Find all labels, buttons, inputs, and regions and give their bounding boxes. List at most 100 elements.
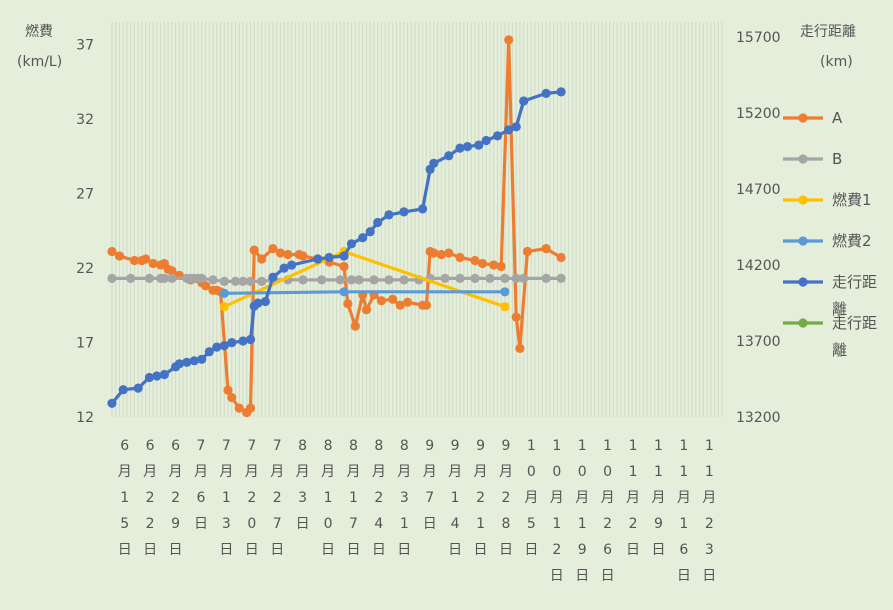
y-right-tick-label: 13700 xyxy=(736,334,781,350)
data-point xyxy=(253,298,263,308)
data-point xyxy=(152,371,162,381)
x-tick-char: 日 xyxy=(321,542,335,558)
x-tick-char: 月 xyxy=(575,490,589,506)
data-point xyxy=(126,273,136,283)
data-point xyxy=(238,276,248,286)
x-tick-char: 9 xyxy=(501,438,510,454)
x-tick-char: 8 xyxy=(501,516,510,532)
legend-swatch-marker xyxy=(798,277,808,287)
x-tick-char: 1 xyxy=(349,490,358,506)
y-right-tick-label: 13200 xyxy=(736,410,781,426)
data-point xyxy=(511,312,521,322)
data-point xyxy=(556,273,566,283)
data-point xyxy=(440,273,450,283)
x-tick-char: 月 xyxy=(346,464,360,480)
x-tick-char: 8 xyxy=(400,438,409,454)
x-tick-char: 4 xyxy=(451,516,460,532)
data-point xyxy=(317,275,327,285)
x-tick-label: 8 月 3 1 日 xyxy=(397,438,411,558)
x-tick-label: 9 月 2 1 日 xyxy=(474,438,488,558)
x-tick-char: 2 xyxy=(603,516,612,532)
data-point xyxy=(159,369,169,380)
x-tick-char: 日 xyxy=(575,568,589,584)
x-tick-char: 日 xyxy=(524,542,538,558)
data-point xyxy=(455,252,465,263)
data-point xyxy=(324,252,334,263)
data-point xyxy=(129,255,140,266)
data-point xyxy=(455,273,465,283)
y-left-tick-label: 27 xyxy=(76,186,94,202)
x-tick-char: 月 xyxy=(143,464,157,480)
x-tick-char: 2 xyxy=(171,490,180,506)
data-point xyxy=(339,251,349,261)
x-tick-char: 0 xyxy=(247,516,256,532)
y-right-tick-label: 15200 xyxy=(736,106,781,122)
data-point xyxy=(462,142,473,152)
x-tick-char: 月 xyxy=(296,464,310,480)
x-tick-char: 1 xyxy=(578,438,587,454)
x-tick-char: 9 xyxy=(171,516,180,532)
y-right-tick-label: 14700 xyxy=(736,182,781,198)
x-tick-char: 月 xyxy=(702,490,716,506)
data-point xyxy=(275,248,285,258)
x-tick-label: 1 1 月 1 6 日 xyxy=(677,438,691,584)
x-tick-char: 日 xyxy=(219,542,233,558)
data-point xyxy=(107,398,117,408)
x-tick-char: 日 xyxy=(702,568,716,584)
data-point xyxy=(335,275,345,285)
data-point xyxy=(189,356,199,366)
x-tick-char: 7 xyxy=(196,438,205,454)
x-tick-char: 2 xyxy=(146,490,155,506)
data-point xyxy=(500,302,510,312)
x-tick-label: 7 月 2 7 日 xyxy=(270,438,284,558)
x-tick-char: 1 xyxy=(654,438,663,454)
x-tick-char: 1 xyxy=(527,438,536,454)
legend-label-line: 離 xyxy=(832,300,847,318)
y-left-tick-label: 22 xyxy=(76,261,94,277)
x-tick-char: 1 xyxy=(679,464,688,480)
x-tick-char: 6 xyxy=(146,438,155,454)
x-tick-char: 月 xyxy=(651,490,665,506)
x-tick-char: 2 xyxy=(501,490,510,506)
data-point xyxy=(369,275,379,285)
data-point xyxy=(418,204,428,214)
data-point xyxy=(384,210,394,220)
data-point xyxy=(257,254,267,264)
x-tick-char: 日 xyxy=(270,542,284,558)
x-tick-char: 8 xyxy=(349,438,358,454)
x-tick-char: 月 xyxy=(169,464,183,480)
x-tick-char: 2 xyxy=(146,516,155,532)
x-tick-char: 9 xyxy=(578,542,587,558)
data-point xyxy=(141,254,151,264)
x-tick-char: 1 xyxy=(629,438,638,454)
data-point xyxy=(436,249,446,260)
x-tick-char: 7 xyxy=(247,438,256,454)
y-right-axis-unit: (km) xyxy=(820,54,853,70)
y-right-tick-label: 15700 xyxy=(736,30,781,46)
x-tick-label: 6 月 1 5 日 xyxy=(118,438,132,558)
legend-label-line: 走行距 xyxy=(832,273,877,291)
x-tick-char: 月 xyxy=(474,464,488,480)
x-tick-char: 月 xyxy=(118,464,132,480)
y-left-tick-label: 37 xyxy=(76,37,94,53)
x-tick-char: 1 xyxy=(222,490,231,506)
x-tick-label: 1 0 月 5 日 xyxy=(524,438,538,558)
x-tick-char: 0 xyxy=(603,464,612,480)
x-tick-char: 8 xyxy=(374,438,383,454)
x-tick-label: 9 月 2 8 日 xyxy=(499,438,513,558)
legend-label: B xyxy=(832,150,842,168)
x-tick-char: 1 xyxy=(578,516,587,532)
data-point xyxy=(219,302,229,312)
data-point xyxy=(287,260,297,270)
x-tick-char: 月 xyxy=(448,464,462,480)
x-tick-char: 日 xyxy=(651,542,665,558)
x-tick-char: 2 xyxy=(629,516,638,532)
x-tick-char: 2 xyxy=(374,490,383,506)
data-point xyxy=(204,347,214,357)
x-tick-char: 月 xyxy=(499,464,513,480)
x-tick-label: 8 月 3 日 xyxy=(296,438,310,532)
data-point xyxy=(212,342,222,352)
y-left-tick-label: 32 xyxy=(76,112,94,128)
data-point xyxy=(230,276,241,286)
